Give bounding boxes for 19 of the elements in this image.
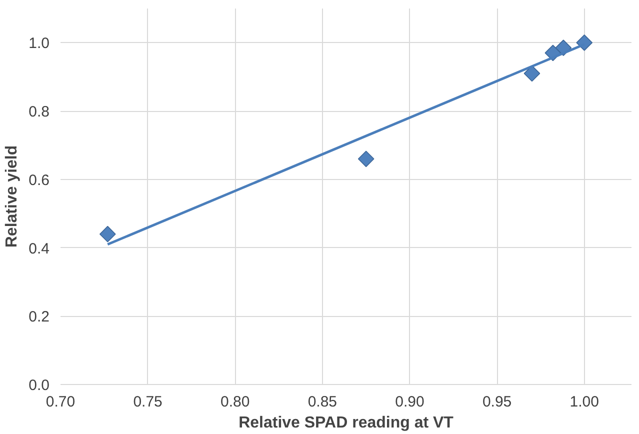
x-tick-label: 0.95 (482, 394, 512, 410)
x-tick-label: 0.70 (46, 394, 76, 410)
y-axis-title: Relative yield (4, 145, 21, 248)
point (524, 65, 540, 82)
x-tick-label: 0.85 (308, 394, 338, 410)
x-tick-label: 1.00 (570, 394, 599, 410)
y-tick-label: 0.0 (28, 377, 50, 394)
point (576, 34, 593, 51)
y-tick-label: 0.2 (28, 308, 50, 326)
y-tick-label: 1.0 (28, 35, 50, 52)
x-axis-title: Relative SPAD reading at VT (238, 414, 454, 432)
x-tick-label: 0.75 (133, 394, 162, 410)
point (99, 226, 116, 242)
y-tick-label: 0.6 (28, 172, 50, 189)
x-tick-label: 0.80 (220, 394, 250, 410)
point (358, 150, 374, 168)
y-tick-label: 0.8 (28, 104, 50, 121)
y-tick-label: 0.4 (28, 240, 50, 258)
x-tick-label: 0.90 (395, 394, 424, 410)
